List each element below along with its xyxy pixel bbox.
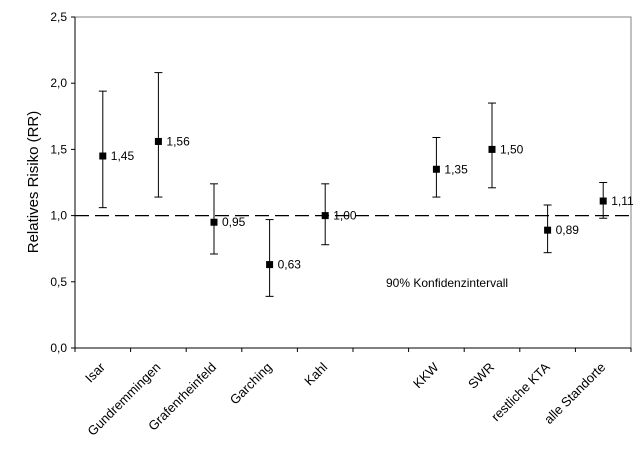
annotation-confidence-interval: 90% Konfidenzintervall [386,276,508,290]
category-label-6: SWR [465,360,497,392]
y-axis-ticks: 0,0 0,5 1,0 1,5 2,0 2,5 [50,10,75,355]
data-label-5: 1,35 [444,162,468,176]
y-tick-label: 0,0 [50,341,67,355]
data-labels: 1,45 1,56 0,95 0,63 1,00 1,35 1,50 0,89 1,11 [111,134,634,271]
error-bars [98,72,608,297]
data-point-4 [321,212,329,220]
y-tick-label: 1,5 [50,142,67,156]
data-label-2: 0,95 [222,215,246,229]
data-label-7: 0,89 [556,223,580,237]
data-point-2 [210,218,218,226]
data-point-0 [99,152,107,160]
category-label-5: KKW [410,359,442,391]
data-label-1: 1,56 [166,134,190,148]
data-label-4: 1,00 [333,209,357,223]
data-point-1 [154,137,162,145]
y-tick-label: 0,5 [50,275,67,289]
y-axis-title: Relatives Risiko (RR) [25,111,42,254]
data-points [99,137,607,269]
y-tick-label: 2,0 [50,76,67,90]
y-tick-label: 2,5 [50,10,67,24]
data-label-0: 1,45 [111,149,135,163]
category-label-3: Garching [227,360,275,408]
data-point-6 [488,145,496,153]
data-label-8: 1,11 [611,194,634,208]
category-label-4: Kahl [301,359,330,388]
data-point-7 [544,226,552,234]
data-label-6: 1,50 [500,142,524,156]
category-label-0: Isar [82,359,108,385]
data-point-3 [266,261,274,269]
data-point-8 [599,197,607,205]
y-tick-label: 1,0 [50,209,67,223]
data-point-5 [432,165,440,173]
x-axis-ticks [74,348,632,352]
data-label-3: 0,63 [278,258,302,272]
